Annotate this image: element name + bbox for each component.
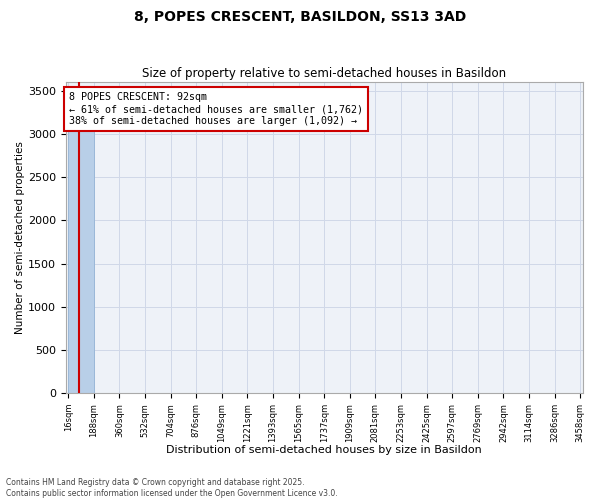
Text: 8 POPES CRESCENT: 92sqm
← 61% of semi-detached houses are smaller (1,762)
38% of: 8 POPES CRESCENT: 92sqm ← 61% of semi-de…	[69, 92, 363, 126]
Text: Contains HM Land Registry data © Crown copyright and database right 2025.
Contai: Contains HM Land Registry data © Crown c…	[6, 478, 338, 498]
Text: 8, POPES CRESCENT, BASILDON, SS13 3AD: 8, POPES CRESCENT, BASILDON, SS13 3AD	[134, 10, 466, 24]
Title: Size of property relative to semi-detached houses in Basildon: Size of property relative to semi-detach…	[142, 66, 506, 80]
X-axis label: Distribution of semi-detached houses by size in Basildon: Distribution of semi-detached houses by …	[166, 445, 482, 455]
Bar	[68, 116, 94, 393]
Y-axis label: Number of semi-detached properties: Number of semi-detached properties	[15, 141, 25, 334]
